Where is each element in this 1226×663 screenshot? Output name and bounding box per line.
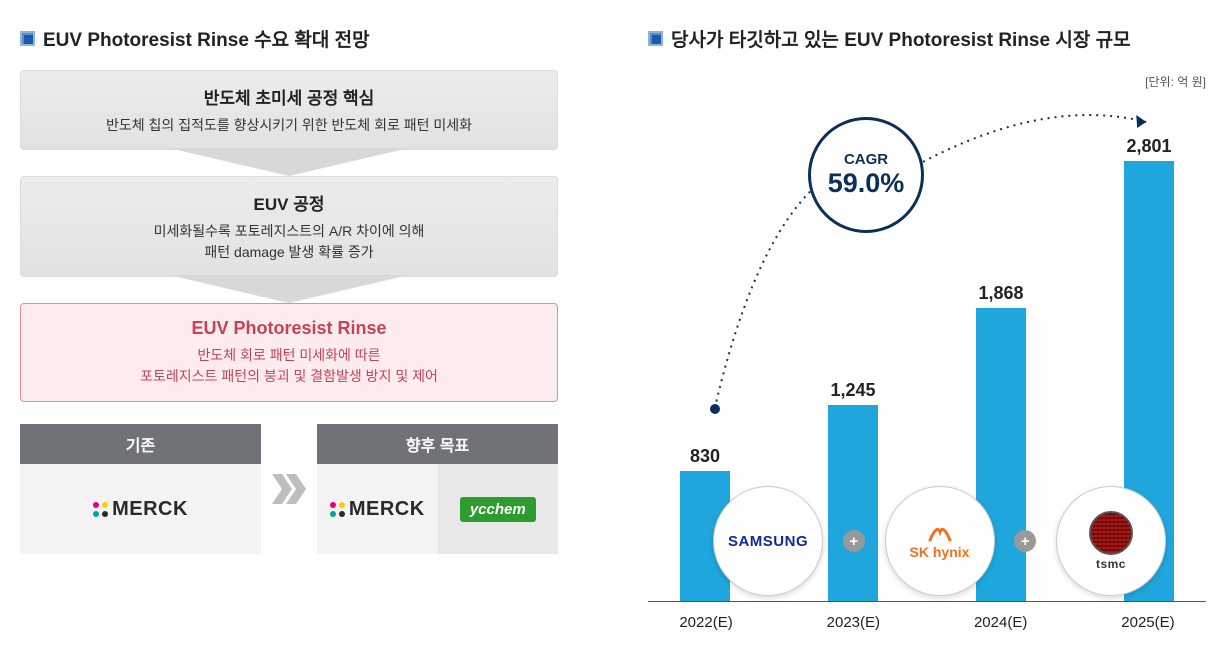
flow2-sub2: 패턴 damage 발생 확률 증가	[30, 242, 548, 263]
company-bubbles: SAMSUNG + SK hynix + tsmc	[713, 486, 1166, 596]
title-bullet-icon-2	[648, 31, 663, 46]
x-label: 2022(E)	[666, 614, 746, 631]
flow2-title: EUV 공정	[30, 190, 548, 215]
col-future: 향후 목표 MERCK ycchem	[317, 424, 558, 554]
x-label: 2025(E)	[1108, 614, 1188, 631]
flow2-sub1: 미세화될수록 포토레지스트의 A/R 차이에 의해	[30, 221, 548, 242]
cagr-label: CAGR	[844, 151, 888, 168]
merck-dots-icon	[93, 502, 108, 517]
col-future-head: 향후 목표	[317, 424, 558, 464]
down-chevron-2-icon	[20, 275, 558, 305]
title-bullet-icon	[20, 31, 35, 46]
tsmc-logo: tsmc	[1089, 511, 1133, 571]
skhynix-text: SK hynix	[910, 544, 970, 560]
merck-logo-2: MERCK	[330, 498, 425, 521]
bar-value-label: 1,868	[978, 283, 1023, 304]
down-chevron-1-icon	[20, 148, 558, 178]
bar-value-label: 830	[690, 446, 720, 467]
left-panel: EUV Photoresist Rinse 수요 확대 전망 반도체 초미세 공…	[20, 25, 558, 638]
bar-value-label: 2,801	[1126, 136, 1171, 157]
merck-text: MERCK	[112, 498, 188, 521]
x-label: 2024(E)	[961, 614, 1041, 631]
future-ycchem: ycchem	[438, 464, 559, 554]
col-existing-head: 기존	[20, 424, 261, 464]
future-merck: MERCK	[317, 464, 438, 554]
samsung-logo: SAMSUNG	[728, 533, 808, 550]
plus-icon-1: +	[843, 530, 865, 552]
cagr-value: 59.0%	[828, 168, 905, 199]
unit-label: [단위: 억 원]	[1145, 73, 1206, 90]
x-label: 2023(E)	[813, 614, 893, 631]
bubble-tsmc: tsmc	[1056, 486, 1166, 596]
flow1-title: 반도체 초미세 공정 핵심	[30, 84, 548, 109]
flow3-title: EUV Photoresist Rinse	[31, 318, 547, 339]
right-title: 당사가 타깃하고 있는 EUV Photoresist Rinse 시장 규모	[648, 25, 1206, 52]
flow-box-3: EUV Photoresist Rinse 반도체 회로 패턴 미세화에 따른 …	[20, 303, 558, 402]
merck-text-2: MERCK	[349, 498, 425, 521]
merck-logo: MERCK	[93, 498, 188, 521]
curve-start-dot-icon	[710, 404, 720, 414]
bar-chart: CAGR 59.0% 830 1,245 1,868 2,801 SAMSUNG + …	[648, 102, 1206, 602]
ycchem-logo: ycchem	[460, 497, 536, 522]
col-existing: 기존 MERCK	[20, 424, 261, 554]
bottom-row: 기존 MERCK 향후 목표	[20, 424, 558, 554]
flow3-sub1: 반도체 회로 패턴 미세화에 따른	[31, 345, 547, 366]
tsmc-wafer-icon	[1089, 511, 1133, 555]
left-title-text: EUV Photoresist Rinse 수요 확대 전망	[43, 25, 370, 52]
col-future-body: MERCK ycchem	[317, 464, 558, 554]
bubble-samsung: SAMSUNG	[713, 486, 823, 596]
left-title: EUV Photoresist Rinse 수요 확대 전망	[20, 25, 558, 52]
bubble-skhynix: SK hynix	[885, 486, 995, 596]
col-existing-body: MERCK	[20, 464, 261, 554]
right-panel: 당사가 타깃하고 있는 EUV Photoresist Rinse 시장 규모 …	[648, 25, 1206, 638]
bar-value-label: 1,245	[830, 380, 875, 401]
plus-icon-2: +	[1014, 530, 1036, 552]
flow1-sub: 반도체 칩의 집적도를 향상시키기 위한 반도체 회로 패턴 미세화	[30, 115, 548, 136]
double-chevron-icon	[271, 474, 307, 504]
flow3-sub2: 포토레지스트 패턴의 붕괴 및 결함발생 방지 및 제어	[31, 366, 547, 387]
tsmc-text: tsmc	[1096, 557, 1126, 571]
cagr-badge: CAGR 59.0%	[808, 117, 924, 233]
flow-box-1: 반도체 초미세 공정 핵심 반도체 칩의 집적도를 향상시키기 위한 반도체 회…	[20, 70, 558, 150]
flow-box-2: EUV 공정 미세화될수록 포토레지스트의 A/R 차이에 의해 패턴 dama…	[20, 176, 558, 277]
skhynix-logo: SK hynix	[910, 522, 970, 560]
x-axis-labels: 2022(E) 2023(E) 2024(E) 2025(E)	[648, 614, 1206, 631]
merck-dots-icon-2	[330, 502, 345, 517]
right-title-text: 당사가 타깃하고 있는 EUV Photoresist Rinse 시장 규모	[671, 25, 1131, 52]
hynix-wings-icon	[927, 522, 953, 542]
